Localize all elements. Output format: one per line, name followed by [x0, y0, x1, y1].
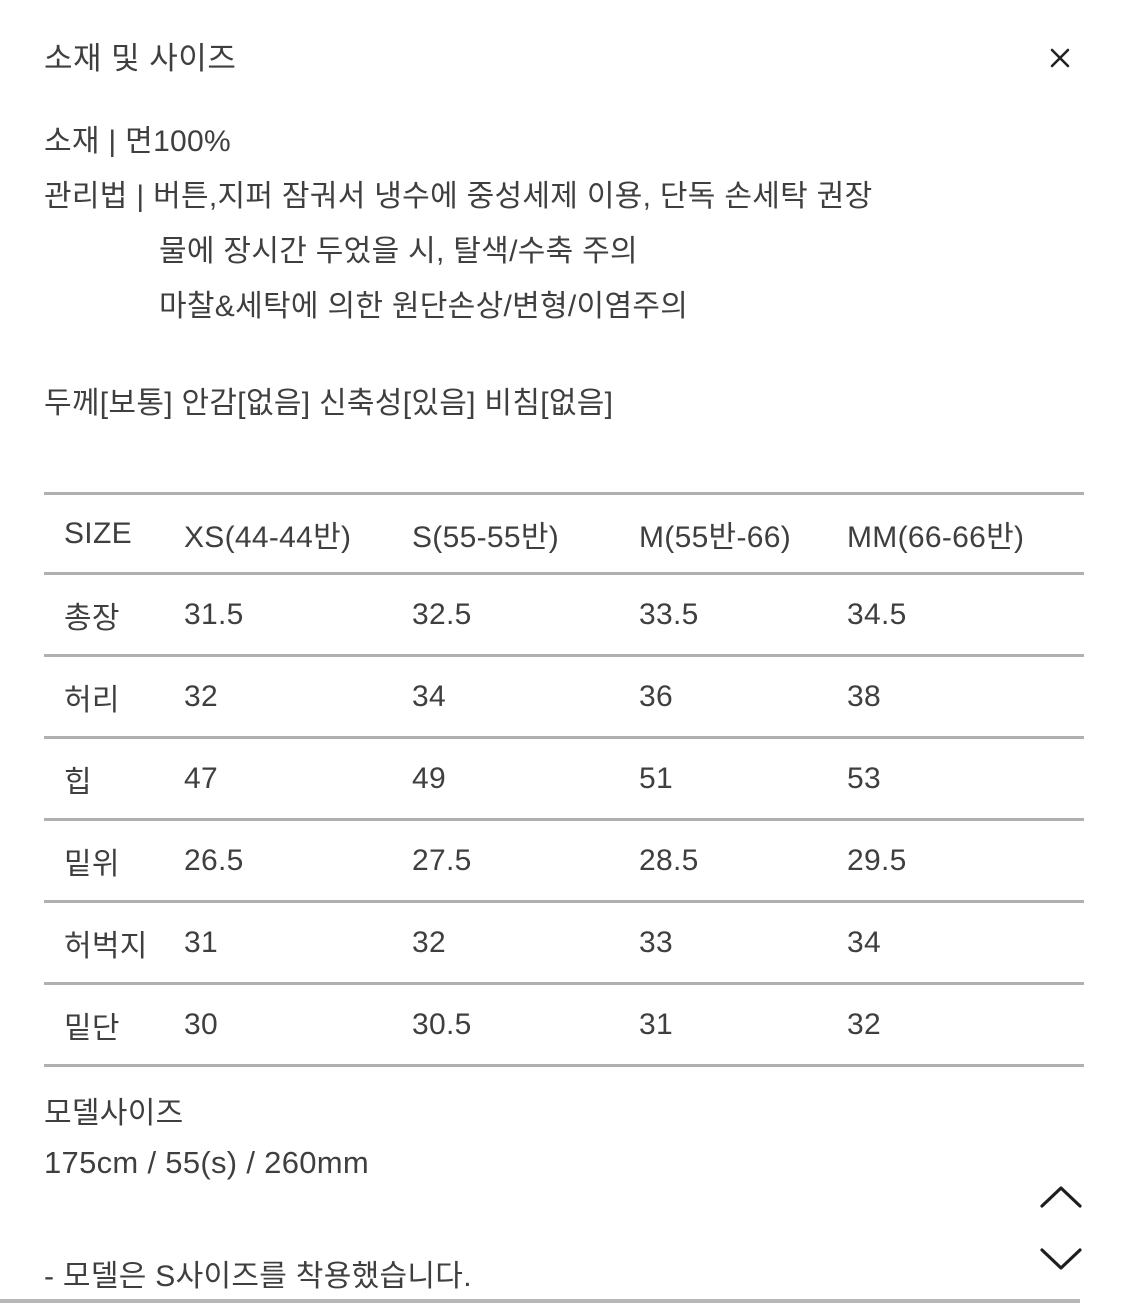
col-header-size: SIZE: [44, 492, 184, 575]
chevron-up-icon: [1039, 1185, 1083, 1212]
care-line-2: 물에 장시간 두었을 시, 탈색/수축 주의: [159, 235, 638, 268]
modal-header: 소재 및 사이즈: [0, 0, 1125, 78]
scroll-down-button[interactable]: [1037, 1245, 1085, 1275]
cell-value: 33: [639, 901, 847, 985]
cell-value: 36: [639, 655, 847, 739]
close-icon: [1048, 46, 1072, 73]
page-title: 소재 및 사이즈: [44, 41, 237, 76]
row-label: 허리: [44, 655, 184, 739]
material-info: 소재 | 면100% 관리법 | 버튼,지퍼 잠궈서 냉수에 중성세제 이용, …: [0, 114, 1125, 334]
row-label: 밑위: [44, 819, 184, 903]
cell-value: 31.5: [184, 573, 412, 657]
cell-value: 53: [847, 737, 1084, 821]
cell-value: 33.5: [639, 573, 847, 657]
model-size-heading: 모델사이즈: [44, 1097, 184, 1130]
close-button[interactable]: [1045, 44, 1075, 74]
cell-value: 34: [847, 901, 1084, 985]
table-row: 밑단 30 30.5 31 32: [44, 983, 1084, 1067]
cell-value: 26.5: [184, 819, 412, 903]
size-table-header-row: SIZE XS(44-44반) S(55-55반) M(55반-66) MM(6…: [44, 492, 1084, 575]
cell-value: 32.5: [412, 573, 639, 657]
model-info: 모델사이즈 175cm / 55(s) / 260mm - 모델은 S사이즈를 …: [0, 1093, 1125, 1297]
col-header-s: S(55-55반): [412, 492, 639, 575]
cell-value: 32: [412, 901, 639, 985]
cell-value: 32: [847, 983, 1084, 1067]
cell-value: 49: [412, 737, 639, 821]
care-line-1: 관리법 | 버튼,지퍼 잠궈서 냉수에 중성세제 이용, 단독 손세탁 권장: [44, 180, 873, 213]
col-header-m: M(55반-66): [639, 492, 847, 575]
model-size-value: 175cm / 55(s) / 260mm: [44, 1145, 370, 1180]
row-label: 밑단: [44, 983, 184, 1067]
bottom-sheet-divider: [0, 1299, 1080, 1303]
cell-value: 27.5: [412, 819, 639, 903]
cell-value: 29.5: [847, 819, 1084, 903]
cell-value: 32: [184, 655, 412, 739]
cell-value: 34: [412, 655, 639, 739]
fabric-line: 소재 | 면100%: [44, 125, 231, 158]
row-label: 힙: [44, 737, 184, 821]
scroll-up-button[interactable]: [1037, 1183, 1085, 1213]
table-row: 힙 47 49 51 53: [44, 737, 1084, 821]
table-row: 총장 31.5 32.5 33.5 34.5: [44, 573, 1084, 657]
cell-value: 28.5: [639, 819, 847, 903]
cell-value: 38: [847, 655, 1084, 739]
table-row: 허리 32 34 36 38: [44, 655, 1084, 739]
cell-value: 47: [184, 737, 412, 821]
size-table-wrap: SIZE XS(44-44반) S(55-55반) M(55반-66) MM(6…: [0, 492, 1125, 1067]
cell-value: 31: [184, 901, 412, 985]
model-size-note: - 모델은 S사이즈를 착용했습니다.: [44, 1260, 472, 1293]
col-header-mm: MM(66-66반): [847, 492, 1084, 575]
cell-value: 30: [184, 983, 412, 1067]
fabric-spec-line: 두께[보통] 안감[없음] 신축성[있음] 비침[없음]: [44, 387, 614, 420]
row-label: 총장: [44, 573, 184, 657]
row-label: 허벅지: [44, 901, 184, 985]
cell-value: 51: [639, 737, 847, 821]
table-row: 밑위 26.5 27.5 28.5 29.5: [44, 819, 1084, 903]
cell-value: 34.5: [847, 573, 1084, 657]
chevron-down-icon: [1039, 1247, 1083, 1274]
table-row: 허벅지 31 32 33 34: [44, 901, 1084, 985]
size-table: SIZE XS(44-44반) S(55-55반) M(55반-66) MM(6…: [44, 492, 1084, 1067]
col-header-xs: XS(44-44반): [184, 492, 412, 575]
care-line-3: 마찰&세탁에 의한 원단손상/변형/이염주의: [159, 290, 689, 323]
cell-value: 30.5: [412, 983, 639, 1067]
cell-value: 31: [639, 983, 847, 1067]
